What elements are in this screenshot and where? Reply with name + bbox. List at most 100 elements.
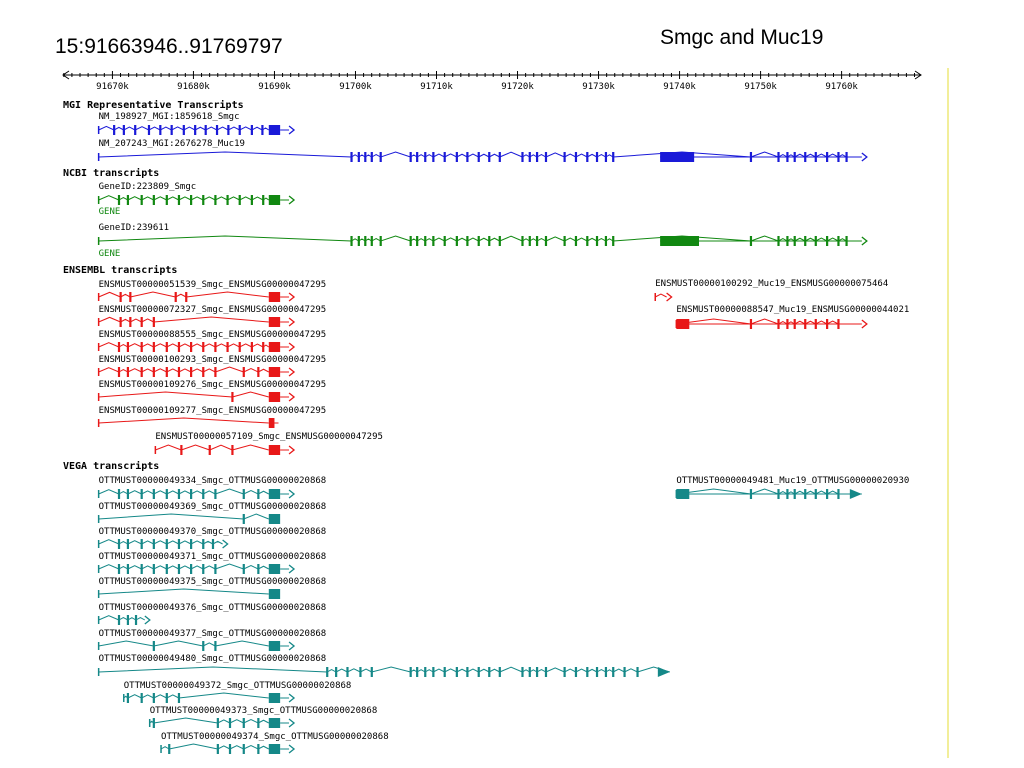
transcript-feature: OTTMUST00000049481_Muc19_OTTMUSG00000020… <box>675 476 909 499</box>
exon-mark <box>152 539 155 549</box>
transcript-label: OTTMUST00000049377_Smgc_OTTMUSG000000208… <box>99 629 327 639</box>
intron-line <box>655 293 667 298</box>
direction-arrow <box>861 152 868 162</box>
exon-mark <box>612 667 615 677</box>
transcript-label: GeneID:239611 <box>99 223 169 233</box>
intron-line <box>98 488 270 495</box>
gene-names-title: Smgc and Muc19 <box>660 26 824 49</box>
direction-arrow <box>288 641 296 651</box>
coding-block <box>268 317 281 327</box>
direction-arrow <box>657 667 670 677</box>
exon-mark <box>455 152 458 162</box>
transcript-label: OTTMUST00000049373_Smgc_OTTMUSG000000208… <box>150 706 378 716</box>
exon-mark <box>586 667 589 677</box>
exon-mark <box>152 489 155 499</box>
exon-mark <box>364 236 367 246</box>
coding-block <box>268 718 281 728</box>
exon-mark <box>466 152 469 162</box>
transcript-label: ENSMUST00000057109_Smgc_ENSMUSG000000472… <box>155 432 383 442</box>
exon-mark <box>180 445 183 455</box>
transcript-label: ENSMUST00000109277_Smgc_ENSMUSG000000472… <box>99 406 327 416</box>
exon-mark <box>335 667 338 677</box>
exon-mark <box>574 152 578 162</box>
transcript-label: OTTMUST00000049370_Smgc_OTTMUSG000000208… <box>99 527 327 537</box>
exon-mark <box>521 667 524 677</box>
ruler-tick-label: 91760k <box>825 82 858 92</box>
transcript-label: OTTMUST00000049376_Smgc_OTTMUSG000000208… <box>99 603 327 613</box>
exon-mark <box>165 489 168 499</box>
exon-mark <box>242 367 245 377</box>
exon-mark <box>214 342 217 352</box>
transcript-feature: OTTMUST00000049334_Smgc_OTTMUSG000000208… <box>97 476 326 499</box>
exon-mark <box>257 367 260 377</box>
exon-mark <box>117 615 121 625</box>
intron-line <box>676 488 839 495</box>
exon-mark <box>228 744 232 754</box>
ruler-tick-label: 91700k <box>339 82 372 92</box>
gene-tag: GENE <box>99 207 121 217</box>
transcript-feature: ENSMUST00000100292_Muc19_ENSMUSG00000075… <box>654 279 888 302</box>
exon-mark <box>350 152 353 162</box>
exon-mark <box>477 236 480 246</box>
transcript-label: OTTMUST00000049372_Smgc_OTTMUSG000000208… <box>124 681 352 691</box>
intron-line <box>98 588 269 595</box>
exon-mark <box>204 125 207 135</box>
intron-line <box>98 195 270 201</box>
exon-mark <box>185 292 188 302</box>
exon-mark <box>122 125 125 135</box>
exon-mark <box>126 342 130 352</box>
exon-mark <box>370 236 373 246</box>
direction-arrow <box>288 367 296 377</box>
intron-line <box>98 391 269 398</box>
coding-block <box>268 445 281 455</box>
exon-mark <box>152 317 155 327</box>
transcript-label: ENSMUST00000100292_Muc19_ENSMUSG00000075… <box>655 279 888 289</box>
exon-mark <box>216 718 219 728</box>
coding-block <box>268 392 281 402</box>
direction-arrow <box>288 125 296 135</box>
transcript-label: GeneID:223809_Smgc <box>99 182 197 192</box>
exon-mark <box>498 152 501 162</box>
exon-mark <box>190 564 193 574</box>
ruler-left-arrow <box>62 70 70 80</box>
coding-block <box>268 418 275 428</box>
transcript-label: ENSMUST00000072327_Smgc_ENSMUSG000000472… <box>99 305 327 315</box>
coding-block <box>268 292 281 302</box>
exon-mark <box>544 152 548 162</box>
track-heading: MGI Representative Transcripts <box>63 99 244 111</box>
exon-mark <box>119 317 122 327</box>
exon-mark <box>604 152 608 162</box>
exon-mark <box>563 236 566 246</box>
exon-mark <box>202 342 205 352</box>
exon-mark <box>238 125 241 135</box>
exon-mark <box>455 667 458 677</box>
exon-mark <box>595 236 599 246</box>
transcript-feature: ENSMUST00000109277_Smgc_ENSMUSG000000472… <box>97 406 327 428</box>
exon-mark <box>424 236 427 246</box>
exon-mark <box>117 564 121 574</box>
exon-mark <box>202 489 205 499</box>
transcript-label: ENSMUST00000109276_Smgc_ENSMUSG000000472… <box>99 380 327 390</box>
coordinate-range-title: 15:91663946..91769797 <box>55 35 283 58</box>
exon-mark <box>604 667 608 677</box>
exon-mark <box>126 489 130 499</box>
exon-mark <box>140 489 143 499</box>
exon-mark <box>238 342 241 352</box>
direction-arrow <box>288 317 296 327</box>
exon-mark <box>257 564 260 574</box>
exon-mark <box>488 152 491 162</box>
exon-mark <box>214 195 217 205</box>
exon-mark <box>357 236 360 246</box>
exon-mark <box>152 693 155 703</box>
transcript-feature: ENSMUST00000088555_Smgc_ENSMUSG000000472… <box>97 330 326 352</box>
exon-mark <box>165 367 168 377</box>
exon-mark <box>528 152 531 162</box>
transcript-feature: ENSMUST00000100293_Smgc_ENSMUSG000000472… <box>97 355 326 377</box>
exon-mark <box>140 317 143 327</box>
exon-mark <box>152 564 155 574</box>
exon-mark <box>574 236 578 246</box>
exon-mark <box>238 195 241 205</box>
exon-mark <box>623 667 626 677</box>
transcript-label: OTTMUST00000049375_Smgc_OTTMUSG000000208… <box>99 577 327 587</box>
